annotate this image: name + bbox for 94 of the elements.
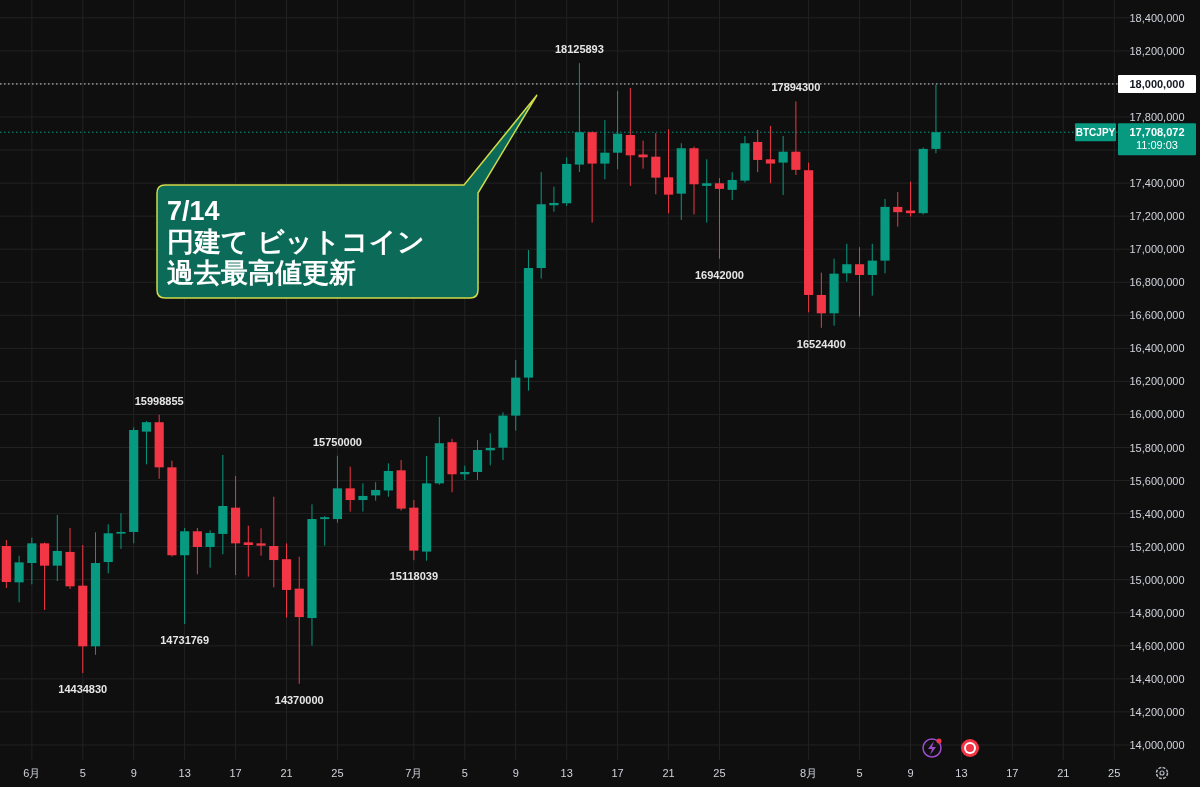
x-tick-label: 25 <box>331 767 344 779</box>
y-tick-label: 16,200,000 <box>1129 375 1185 388</box>
y-tick-label: 15,200,000 <box>1129 540 1185 553</box>
annotation: 15998855 <box>134 394 184 407</box>
candlestick <box>243 525 253 578</box>
candlestick <box>549 186 559 213</box>
candlestick <box>39 542 50 611</box>
y-tick-label: 15,400,000 <box>1129 507 1185 520</box>
y-tick-label: 15,600,000 <box>1129 474 1185 487</box>
candlestick <box>791 100 801 176</box>
annotation: 14370000 <box>274 693 324 706</box>
candlestick <box>714 177 725 260</box>
x-tick-label: 9 <box>907 767 914 779</box>
candlestick <box>867 243 877 297</box>
candlestick <box>371 481 381 502</box>
candlestick <box>472 439 483 481</box>
annotation: 7/14 <box>167 196 220 226</box>
candlestick <box>383 462 393 498</box>
candlestick <box>600 119 610 180</box>
x-tick-label: 8月 <box>800 767 818 779</box>
x-tick-label: 13 <box>560 767 573 779</box>
x-tick-label: 21 <box>280 767 293 779</box>
annotation: 14731769 <box>160 634 210 647</box>
candlestick <box>320 515 330 547</box>
y-tick-label: 15,000,000 <box>1129 573 1185 586</box>
candlestick <box>893 191 903 228</box>
annotation: 15118039 <box>389 570 439 583</box>
candlestick <box>14 555 24 603</box>
y-tick-label: 18,000,000 <box>1129 77 1185 90</box>
x-tick-label: 6月 <box>23 767 41 779</box>
y-tick-label: 16,800,000 <box>1129 276 1185 289</box>
candlestick <box>651 132 661 195</box>
candlestick <box>180 527 190 625</box>
annotation: 18125893 <box>554 43 604 56</box>
candlestick <box>854 246 865 318</box>
y-tick-label: 14,400,000 <box>1129 672 1185 685</box>
candlestick <box>256 527 266 557</box>
candlestick <box>778 135 788 196</box>
x-tick-label: 25 <box>713 767 726 779</box>
candlestick <box>753 129 763 173</box>
annotation: 17894300 <box>771 81 821 94</box>
candlestick <box>269 496 279 588</box>
y-tick-label: 16,600,000 <box>1129 309 1185 322</box>
candlestick <box>842 243 852 283</box>
annotation: 14434830 <box>58 683 108 696</box>
ref-line-label: 17,708,072 <box>1129 126 1185 139</box>
x-tick-label: 5 <box>461 767 468 779</box>
candlestick <box>27 537 37 585</box>
candlestick <box>816 272 826 329</box>
y-tick-label: 17,800,000 <box>1129 111 1185 123</box>
x-tick-label: 25 <box>1108 767 1121 779</box>
y-tick-label: 17,400,000 <box>1129 177 1185 190</box>
x-tick-label: 7月 <box>405 767 423 779</box>
x-tick-label: 21 <box>662 767 675 779</box>
y-tick-label: 18,200,000 <box>1129 44 1185 57</box>
candlestick <box>141 420 152 465</box>
annotation: 16524400 <box>796 337 846 350</box>
candlestick <box>52 514 62 582</box>
x-tick-label: 17 <box>1006 767 1019 779</box>
annotation: 16942000 <box>695 268 744 281</box>
candlestick <box>727 171 737 201</box>
y-tick-label: 17,200,000 <box>1129 210 1185 223</box>
y-tick-label: 14,200,000 <box>1129 705 1185 718</box>
candlestick <box>625 87 635 187</box>
annotation: 11:09:03 <box>1135 139 1179 152</box>
y-tick-label: 14,800,000 <box>1129 606 1185 619</box>
candlestick <box>116 512 126 550</box>
y-tick-label: 16,000,000 <box>1129 408 1185 421</box>
x-tick-label: 17 <box>229 767 242 779</box>
candlestick <box>663 128 674 214</box>
annotation: BTCJPY <box>1075 127 1116 139</box>
y-tick-label: 18,400,000 <box>1129 11 1185 24</box>
y-tick-label: 17,000,000 <box>1129 243 1185 256</box>
x-tick-label: 13 <box>955 767 968 779</box>
x-tick-label: 9 <box>512 767 519 779</box>
x-tick-label: 5 <box>79 767 86 779</box>
x-tick-label: 9 <box>130 767 137 779</box>
candlestick <box>192 527 202 575</box>
candlestick <box>205 529 215 569</box>
x-tick-label: 13 <box>178 767 191 779</box>
candlestick <box>702 158 712 224</box>
candlestick <box>765 125 775 184</box>
y-tick-label: 15,800,000 <box>1129 441 1185 454</box>
annotation: 15750000 <box>312 435 362 448</box>
candlestick <box>358 482 368 513</box>
y-tick-label: 16,400,000 <box>1129 342 1185 355</box>
x-tick-label: 17 <box>611 767 624 779</box>
annotation: 円建て ビットコイン <box>167 227 425 257</box>
x-tick-label: 5 <box>856 767 863 779</box>
y-tick-label: 14,000,000 <box>1129 738 1185 751</box>
annotation: 過去最高値更新 <box>167 258 356 288</box>
candlestick <box>345 466 355 513</box>
y-tick-label: 14,600,000 <box>1129 639 1185 652</box>
x-tick-label: 21 <box>1057 767 1070 779</box>
